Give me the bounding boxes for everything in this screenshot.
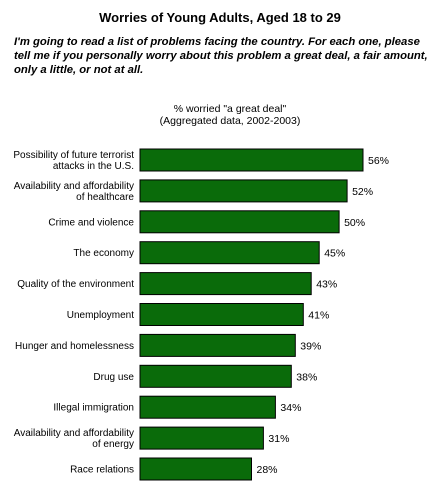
category-label-line: Race relations <box>70 465 134 476</box>
bar-value-label-5: 41% <box>308 310 329 322</box>
category-label-6: Hunger and homelessness <box>15 341 134 352</box>
category-label-line: Hunger and homelessness <box>15 341 134 352</box>
category-label-9: Availability and affordability of energy <box>14 428 134 450</box>
bar-9 <box>139 426 264 450</box>
category-label-line: Drug use <box>93 372 134 383</box>
category-label-7: Drug use <box>93 372 134 383</box>
category-label-line: attacks in the U.S. <box>53 161 134 172</box>
category-label-line: Possibility of future terrorist <box>13 150 134 161</box>
bar-value-label-1: 52% <box>352 186 373 198</box>
category-label-line: The economy <box>73 248 134 259</box>
category-label-line: Illegal immigration <box>53 403 134 414</box>
bar-value-label-3: 45% <box>324 248 345 260</box>
category-label-line: Availability and affordability <box>14 428 134 439</box>
bar-value-label-4: 43% <box>316 279 337 291</box>
category-label-line: Quality of the environment <box>17 279 134 290</box>
bar-value-label-9: 31% <box>268 433 289 445</box>
bar-7 <box>139 364 292 388</box>
survey-question: I'm going to read a list of problems fac… <box>14 36 428 76</box>
bar-value-label-10: 28% <box>257 464 278 476</box>
category-label-0: Possibility of future terrorist attacks i… <box>13 150 134 172</box>
category-label-2: Crime and violence <box>48 217 134 228</box>
subtitle-line-2: (Aggregated data, 2002-2003) <box>159 115 301 127</box>
category-label-3: The economy <box>73 248 134 259</box>
bar-3 <box>139 241 320 265</box>
chart-title: Worries of Young Adults, Aged 18 to 29 <box>99 10 341 25</box>
bar-value-label-7: 38% <box>296 371 317 383</box>
bar-value-label-2: 50% <box>344 217 365 229</box>
chart-subtitle: % worried "a great deal" (Aggregated dat… <box>130 103 330 127</box>
bar-4 <box>139 272 312 296</box>
category-label-5: Unemployment <box>67 310 134 321</box>
category-label-line: of healthcare <box>76 192 134 203</box>
category-label-1: Availability and affordability of healthc… <box>14 181 135 203</box>
bar-5 <box>139 303 304 326</box>
category-label-line: Unemployment <box>67 310 134 321</box>
bar-6 <box>139 333 296 357</box>
category-label-4: Quality of the environment <box>17 279 134 290</box>
bar-value-label-8: 34% <box>280 402 301 414</box>
category-label-10: Race relations <box>70 465 134 476</box>
category-label-8: Illegal immigration <box>53 403 134 414</box>
bar-10 <box>139 457 252 481</box>
subtitle-line-1: % worried "a great deal" <box>173 103 287 115</box>
bar-0 <box>139 148 364 172</box>
bar-2 <box>139 210 340 234</box>
bar-value-label-6: 39% <box>300 340 321 352</box>
category-label-line: of energy <box>92 439 134 450</box>
bar-8 <box>139 395 276 419</box>
category-label-line: Crime and violence <box>48 217 134 228</box>
bar-1 <box>139 179 348 203</box>
category-label-line: Availability and affordability <box>14 181 134 192</box>
bar-value-label-0: 56% <box>368 155 389 167</box>
